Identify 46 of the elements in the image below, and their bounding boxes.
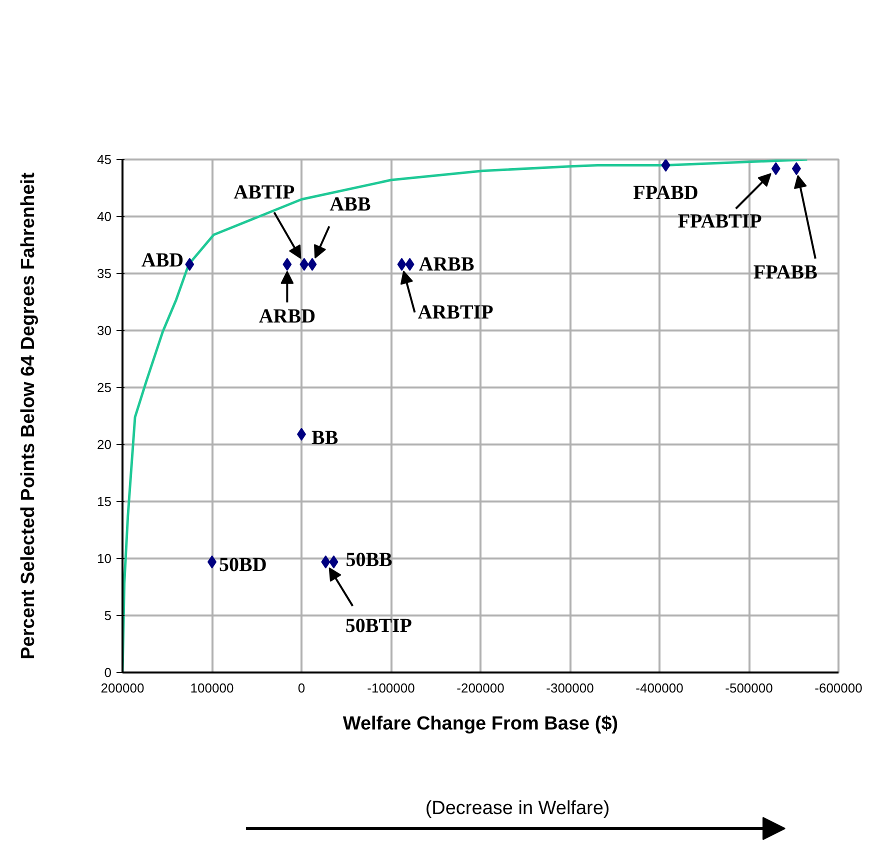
point: [405, 258, 414, 271]
y-tick-label: 25: [97, 380, 112, 395]
x-tick-label: 100000: [190, 680, 234, 696]
point: [397, 258, 406, 271]
annotation: ARBTIP: [418, 301, 494, 324]
y-tick-label: 30: [97, 323, 112, 338]
y-tick-label: 20: [97, 437, 112, 452]
point: [321, 555, 330, 568]
annotation: 50BB: [346, 548, 392, 571]
x-tick-label: -500000: [725, 680, 773, 696]
x-axis-title: Welfare Change From Base ($): [342, 714, 618, 734]
annotation: ARBD: [258, 305, 316, 328]
annotation: BB: [312, 427, 338, 450]
annotation: 50BTIP: [345, 614, 412, 637]
x-tick-label: 200000: [100, 680, 144, 696]
y-axis-title: Percent Selected Points Below 64 Degrees Fahrenheit: [18, 172, 40, 660]
point: [282, 258, 292, 271]
point: [329, 555, 338, 568]
y-tick-label: 0: [104, 665, 112, 680]
point: [185, 258, 194, 271]
x-tick-label: 0: [298, 680, 306, 696]
annotation: ABB: [330, 193, 371, 216]
y-tick-label: 40: [97, 209, 112, 224]
x-tick-label: -200000: [456, 680, 504, 696]
x-tick-label: -300000: [546, 680, 594, 696]
annotation: ABTIP: [234, 181, 295, 204]
annotation: FPABD: [633, 182, 698, 204]
y-tick-label: 10: [97, 551, 112, 566]
y-tick-label: 45: [97, 152, 112, 167]
x-tick-label: -100000: [367, 680, 415, 696]
point: [792, 162, 801, 176]
annotation: FPABTIP: [678, 210, 762, 233]
annotation: ABD: [141, 249, 184, 272]
point: [771, 162, 780, 176]
point: [300, 258, 309, 271]
point: [661, 160, 670, 172]
annotation: ARBB: [418, 253, 474, 276]
y-tick-label: 35: [97, 266, 112, 281]
point: [308, 258, 317, 271]
x-tick-label: -600000: [814, 680, 862, 696]
x-tick-label: -400000: [636, 680, 684, 696]
text: (Decrease in Welfare): [425, 798, 610, 819]
annotation: FPABB: [753, 262, 818, 284]
y-tick-label: 15: [97, 494, 112, 509]
y-tick-label: 5: [104, 608, 112, 623]
annotation: 50BD: [219, 554, 267, 576]
